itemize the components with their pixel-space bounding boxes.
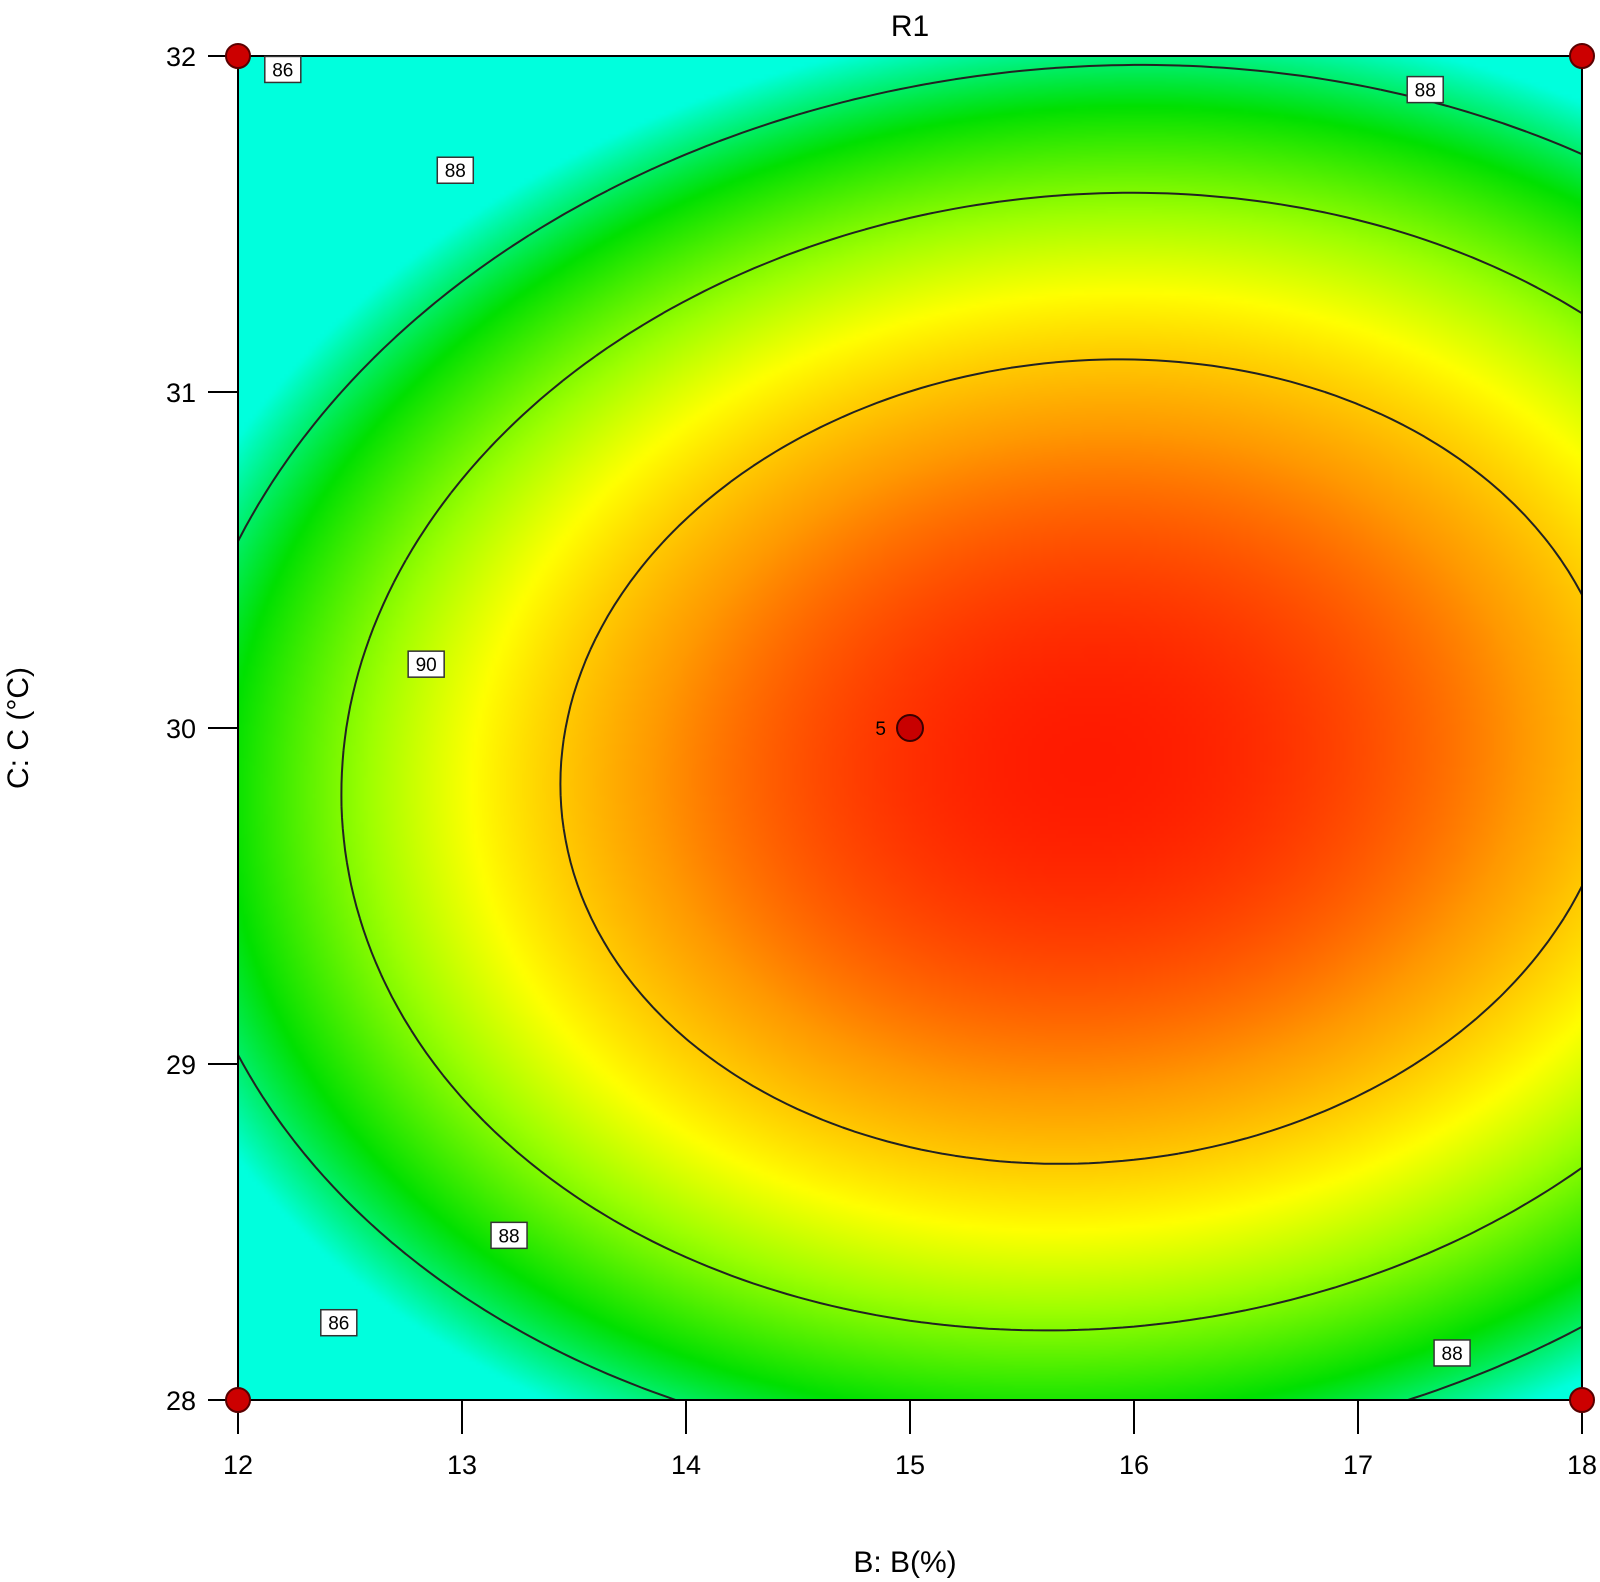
contour-label-box (436, 156, 475, 184)
contour-label-text: 88 (1415, 81, 1436, 102)
design-point (225, 43, 251, 69)
contour-label-group: 86 88 88 90 88 86 88 (264, 55, 1471, 1367)
design-point (225, 1387, 251, 1413)
design-points: 5 (225, 43, 1595, 1413)
chart-title: R1 (891, 10, 929, 43)
x-tick-label: 18 (1567, 1450, 1597, 1480)
contour-label: 88 (1406, 75, 1444, 104)
contour-label: 90 (407, 650, 445, 678)
contour-label: 88 (436, 156, 475, 184)
contour-label-text: 86 (328, 1314, 349, 1335)
y-axis-title: C: C (°C) (2, 667, 35, 789)
contour-label-box (490, 1221, 528, 1250)
contour-label-box (1433, 1339, 1471, 1367)
contour-label: 86 (320, 1308, 358, 1337)
y-tick-label: 32 (166, 42, 196, 72)
y-axis: 28 29 30 31 32 (166, 42, 238, 1416)
x-tick-label: 14 (671, 1450, 701, 1480)
y-tick-label: 28 (166, 1386, 196, 1416)
y-tick-label: 30 (166, 714, 196, 744)
design-point (1569, 43, 1595, 69)
contour-label-box (264, 55, 302, 84)
x-axis-title: B: B(%) (853, 1546, 956, 1579)
x-tick-label: 12 (223, 1450, 253, 1480)
contour-label: 88 (1433, 1339, 1471, 1367)
contour-label-text: 90 (416, 655, 437, 676)
contour-label-text: 88 (1442, 1344, 1463, 1365)
contour-label-text: 88 (445, 161, 466, 182)
x-tick-label: 17 (1343, 1450, 1373, 1480)
contour-line-90 (559, 358, 1582, 1165)
contour-label: 86 (264, 55, 302, 84)
y-tick-label: 29 (166, 1050, 196, 1080)
contour-label-box (407, 650, 445, 678)
contour-line-88 (340, 191, 1582, 1332)
contour-label-box (1406, 75, 1444, 104)
x-tick-label: 13 (447, 1450, 477, 1480)
x-tick-label: 15 (895, 1450, 925, 1480)
design-point (1569, 1387, 1595, 1413)
contour-label-text: 86 (272, 60, 293, 81)
contour-lines (238, 63, 1582, 1400)
y-tick-label: 31 (166, 378, 196, 408)
x-axis: 12 13 14 15 16 17 18 (223, 1400, 1597, 1480)
design-point-label: 5 (875, 719, 886, 740)
contour-label: 88 (490, 1221, 528, 1250)
x-tick-label: 16 (1119, 1450, 1149, 1480)
contour-line-86 (238, 63, 1582, 1400)
contour-label-box (320, 1308, 358, 1337)
contour-label-text: 88 (498, 1226, 519, 1247)
design-point (896, 714, 924, 742)
